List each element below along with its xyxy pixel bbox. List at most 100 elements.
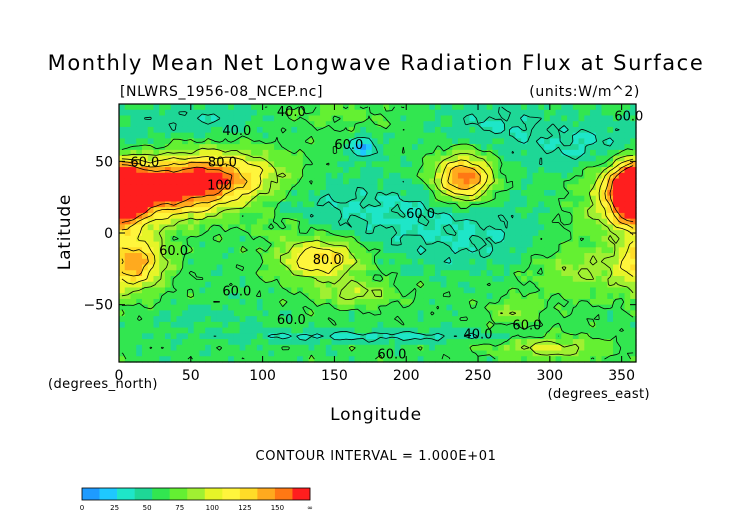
heatmap-cell — [325, 293, 333, 300]
heatmap-cell — [233, 235, 241, 243]
heatmap-cell — [584, 126, 591, 134]
heatmap-cell — [325, 172, 333, 180]
heatmap-cell — [618, 184, 626, 191]
heatmap-cell — [549, 270, 557, 277]
heatmap-cell — [205, 126, 212, 134]
heatmap-cell — [618, 121, 626, 128]
heatmap-cell — [503, 121, 511, 128]
heatmap-cell — [354, 104, 361, 111]
heatmap-cell — [199, 172, 206, 180]
heatmap-cell — [406, 104, 413, 111]
heatmap-cell — [274, 293, 281, 300]
heatmap-cell — [624, 167, 631, 174]
heatmap-cell — [595, 356, 603, 363]
heatmap-cell — [590, 149, 597, 157]
heatmap-cell — [285, 212, 292, 220]
heatmap-cell — [555, 356, 562, 363]
heatmap-cell — [475, 161, 482, 168]
heatmap-cell — [555, 224, 562, 231]
heatmap-cell — [394, 149, 402, 157]
heatmap-cell — [153, 310, 160, 317]
heatmap-cell — [498, 104, 505, 111]
heatmap-cell — [360, 276, 367, 283]
heatmap-cell — [607, 270, 614, 277]
heatmap-cell — [239, 316, 246, 323]
heatmap-cell — [434, 281, 442, 289]
heatmap-cell — [618, 270, 626, 277]
heatmap-cell — [141, 350, 149, 357]
heatmap-cell — [607, 281, 614, 289]
heatmap-cell — [205, 138, 212, 145]
heatmap-cell — [411, 172, 419, 180]
heatmap-cell — [285, 304, 292, 311]
heatmap-cell — [452, 121, 459, 128]
heatmap-cell — [526, 224, 534, 231]
heatmap-cell — [325, 356, 333, 363]
heatmap-cell — [222, 115, 229, 122]
heatmap-cell — [584, 218, 591, 225]
heatmap-cell — [199, 149, 206, 157]
heatmap-cell — [262, 190, 269, 197]
heatmap-cell — [446, 212, 453, 220]
heatmap-cell — [394, 344, 402, 352]
heatmap-cell — [475, 115, 482, 122]
heatmap-cell — [136, 138, 143, 145]
heatmap-cell — [509, 190, 516, 197]
heatmap-cell — [291, 310, 298, 317]
heatmap-cell — [256, 224, 264, 231]
heatmap-cell — [618, 167, 626, 174]
heatmap-cell — [423, 132, 430, 139]
heatmap-cell — [119, 310, 126, 317]
heatmap-cell — [486, 201, 493, 208]
heatmap-cell — [314, 224, 321, 231]
heatmap-cell — [245, 218, 252, 225]
heatmap-cell — [549, 207, 557, 214]
heatmap-cell — [124, 344, 132, 352]
heatmap-cell — [521, 144, 528, 151]
heatmap-cell — [343, 224, 350, 231]
heatmap-cell — [595, 138, 603, 145]
heatmap-cell — [130, 316, 137, 323]
heatmap-cell — [348, 327, 356, 334]
heatmap-cell — [394, 167, 402, 174]
heatmap-cell — [325, 327, 333, 334]
heatmap-cell — [325, 195, 333, 203]
heatmap-cell — [567, 287, 574, 294]
heatmap-cell — [549, 356, 557, 363]
contour-label: 60.0 — [159, 244, 188, 259]
heatmap-cell — [371, 104, 379, 111]
heatmap-cell — [302, 195, 310, 203]
heatmap-cell — [216, 321, 223, 329]
heatmap-cell — [193, 230, 201, 237]
heatmap-cell — [262, 144, 269, 151]
heatmap-cell — [383, 276, 390, 283]
heatmap-cell — [446, 138, 453, 145]
heatmap-cell — [297, 316, 304, 323]
heatmap-cell — [509, 350, 516, 357]
heatmap-cell — [515, 304, 522, 311]
heatmap-cell — [452, 241, 459, 248]
heatmap-cell — [584, 115, 591, 122]
heatmap-cell — [239, 218, 246, 225]
heatmap-cell — [210, 350, 218, 357]
heatmap-cell — [251, 258, 258, 266]
heatmap-cell — [251, 264, 258, 271]
heatmap-cell — [469, 115, 476, 122]
heatmap-cell — [343, 104, 350, 111]
heatmap-cell — [176, 293, 183, 300]
heatmap-cell — [176, 167, 183, 174]
heatmap-cell — [274, 155, 281, 162]
heatmap-cell — [153, 333, 160, 340]
heatmap-cell — [555, 218, 562, 225]
heatmap-cell — [170, 241, 178, 248]
heatmap-cell — [348, 350, 356, 357]
heatmap-cell — [469, 247, 476, 254]
heatmap-cell — [480, 201, 488, 208]
heatmap-cell — [159, 333, 166, 340]
heatmap-cell — [572, 293, 580, 300]
heatmap-cell — [549, 253, 557, 260]
heatmap-cell — [515, 253, 522, 260]
heatmap-cell — [182, 121, 189, 128]
heatmap-cell — [331, 172, 338, 180]
heatmap-cell — [595, 230, 603, 237]
